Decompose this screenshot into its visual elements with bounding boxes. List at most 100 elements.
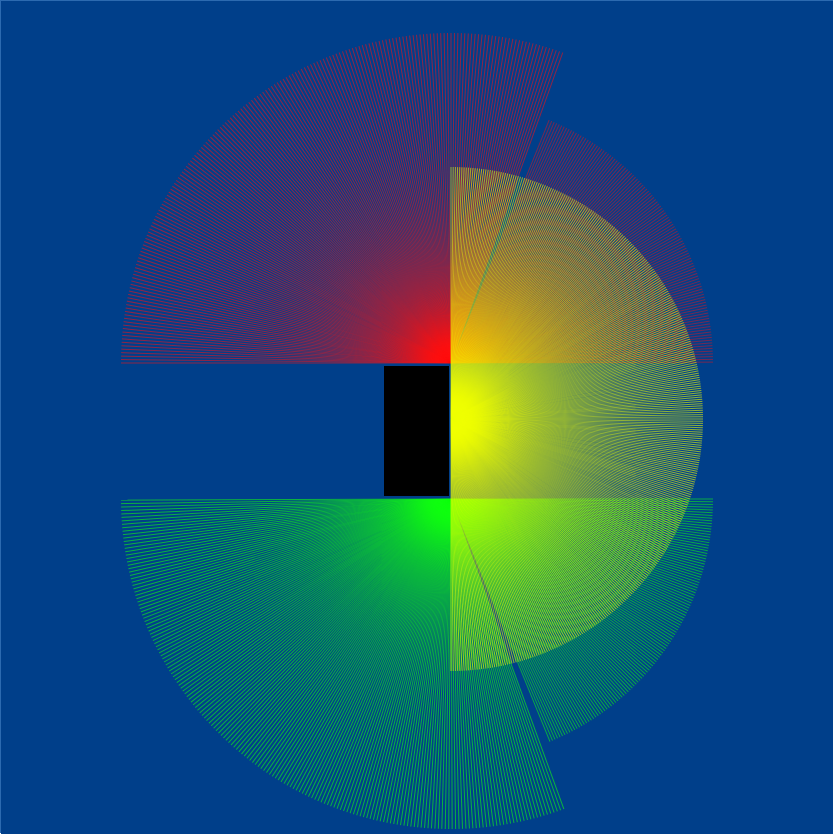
- fan-green-lower-ray-74: [314, 498, 452, 800]
- fan-red-upper-ray-99: [282, 78, 452, 364]
- fan-red-upper-ray-12: [123, 321, 452, 364]
- fan-red-upper-ray-3: [121, 352, 452, 364]
- fan-red-upper-ray-26: [133, 273, 452, 364]
- fan-red-upper-ray-27: [133, 270, 452, 364]
- fan-red-upper-ray-147: [440, 33, 452, 364]
- fan-red-upper-ray-112: [322, 58, 452, 364]
- fan-green-lower-ray-56: [372, 498, 452, 820]
- fan-green-lower-ray-85: [280, 498, 452, 783]
- fan-red-upper-ray-102: [291, 73, 452, 364]
- fan-red-upper-ray-127: [371, 42, 452, 364]
- fan-red-upper-ray-111: [319, 59, 452, 364]
- fan-red-upper-ray-30: [136, 260, 452, 364]
- fan-green-lower-ray-35: [444, 498, 452, 829]
- fan-red-upper-ray-60: [183, 168, 452, 364]
- fan-green-lower-ray-158: [132, 498, 452, 587]
- fan-red-upper-ray-58: [179, 174, 452, 364]
- fan-green-lower-ray-93: [257, 498, 452, 767]
- fan-green-lower-ray-96: [249, 498, 452, 761]
- fan-red-upper-ray-17: [126, 304, 452, 364]
- fan-green-lower-ray-167: [125, 498, 452, 556]
- fan-green-lower-ray-69: [330, 498, 452, 807]
- fan-red-upper-ray-50: [164, 197, 452, 364]
- fan-red-upper-ray-100: [285, 76, 452, 364]
- fan-green-lower-ray-117: [197, 498, 452, 711]
- fan-green-lower-ray-182: [121, 498, 452, 505]
- fan-red-upper-ray-121: [351, 47, 452, 364]
- fan-green-lower-ray-166: [126, 498, 452, 560]
- fan-red-upper-ray-21: [128, 290, 452, 364]
- fan-red-upper-ray-62: [187, 163, 452, 364]
- fan-green-lower-ray-173: [122, 498, 452, 536]
- fan-green-lower-ray-165: [126, 498, 452, 563]
- fan-green-lower-ray-136: [160, 498, 452, 657]
- fan-red-upper-ray-15: [124, 310, 452, 364]
- fan-green-lower-ray-44: [413, 498, 452, 827]
- fan-green-lower-ray-97: [246, 498, 452, 759]
- fan-red-upper-ray-91: [259, 93, 452, 364]
- fan-green-lower-ray-145: [147, 498, 452, 629]
- fan-red-upper-ray-32: [139, 253, 452, 364]
- fan-green-lower-ray-80: [295, 498, 452, 791]
- fan-red-upper-ray-78: [224, 122, 452, 364]
- fan-red-upper-ray-68: [200, 146, 452, 364]
- fan-green-lower-ray-105: [225, 498, 452, 741]
- fan-red-upper-ray-70: [205, 141, 452, 364]
- fan-red-upper-ray-135: [398, 36, 452, 364]
- fan-green-lower-ray-82: [289, 498, 452, 788]
- fan-red-upper-ray-80: [229, 117, 452, 364]
- fan-red-upper-ray-36: [143, 241, 452, 364]
- fan-green-lower-ray-118: [194, 498, 452, 708]
- fan-red-upper-ray-7: [121, 338, 452, 364]
- fan-green-lower-ray-138: [157, 498, 452, 651]
- fan-green-lower-ray-67: [336, 498, 452, 809]
- fan-red-upper-ray-148: [443, 33, 452, 364]
- fan-green-lower-ray-135: [162, 498, 452, 660]
- fan-red-upper-ray-92: [262, 91, 452, 364]
- fan-green-lower-ray-122: [186, 498, 452, 698]
- fan-red-upper-ray-47: [159, 206, 452, 364]
- fan-green-lower-ray-66: [339, 498, 452, 811]
- fan-green-lower-ray-164: [127, 498, 452, 566]
- fan-green-lower-ray-169: [124, 498, 452, 549]
- fan-red-upper-ray-114: [329, 55, 452, 364]
- fan-red-upper-ray-115: [332, 54, 452, 364]
- fan-green-lower-ray-36: [441, 498, 452, 829]
- fan-red-upper-ray-63: [189, 160, 452, 364]
- fan-red-upper-ray-69: [203, 144, 452, 364]
- fan-red-upper-ray-123: [358, 45, 452, 364]
- fan-green-lower-ray-131: [169, 498, 452, 672]
- fan-green-lower-ray-129: [172, 498, 452, 678]
- fan-red-upper-ray-31: [138, 257, 452, 364]
- fan-red-upper-ray-35: [142, 244, 452, 364]
- fan-green-lower-ray-132: [167, 498, 452, 669]
- fan-red-upper-ray-84: [240, 108, 452, 364]
- fan-green-lower-ray-45: [410, 498, 452, 827]
- fan-green-lower-ray-116: [199, 498, 452, 714]
- fan-red-upper-ray-140: [416, 34, 452, 364]
- fan-red-upper-ray-34: [141, 247, 452, 364]
- fan-red-upper-ray-49: [163, 200, 452, 364]
- fan-green-lower-ray-83: [286, 498, 452, 786]
- fan-green-lower-ray-78: [301, 498, 452, 794]
- fan-green-lower-ray-81: [292, 498, 452, 789]
- fan-red-upper-ray-14: [124, 314, 452, 364]
- fan-green-lower-ray-58: [366, 498, 452, 819]
- fan-red-upper-ray-138: [409, 35, 452, 364]
- fan-green-lower-ray-37: [437, 498, 452, 829]
- fan-green-lower-ray-144: [148, 498, 452, 632]
- fan-green-lower-ray-90: [266, 498, 452, 773]
- fan-red-upper-ray-96: [273, 84, 452, 364]
- fan-red-upper-ray-73: [212, 134, 452, 364]
- fan-green-lower-ray-126: [178, 498, 452, 686]
- fan-green-lower-ray-94: [254, 498, 452, 765]
- fan-red-upper-ray-116: [335, 53, 452, 364]
- fan-red-upper-ray-2: [121, 355, 452, 364]
- fan-red-upper-ray-86: [245, 104, 452, 364]
- fan-green-lower-ray-157: [133, 498, 452, 590]
- fan-red-upper-ray-42: [152, 222, 452, 364]
- fan-red-upper-ray-149: [447, 33, 452, 364]
- fan-red-upper-ray-143: [426, 33, 452, 364]
- fan-red-upper-ray-146: [436, 33, 452, 364]
- fan-green-lower-ray-156: [134, 498, 452, 593]
